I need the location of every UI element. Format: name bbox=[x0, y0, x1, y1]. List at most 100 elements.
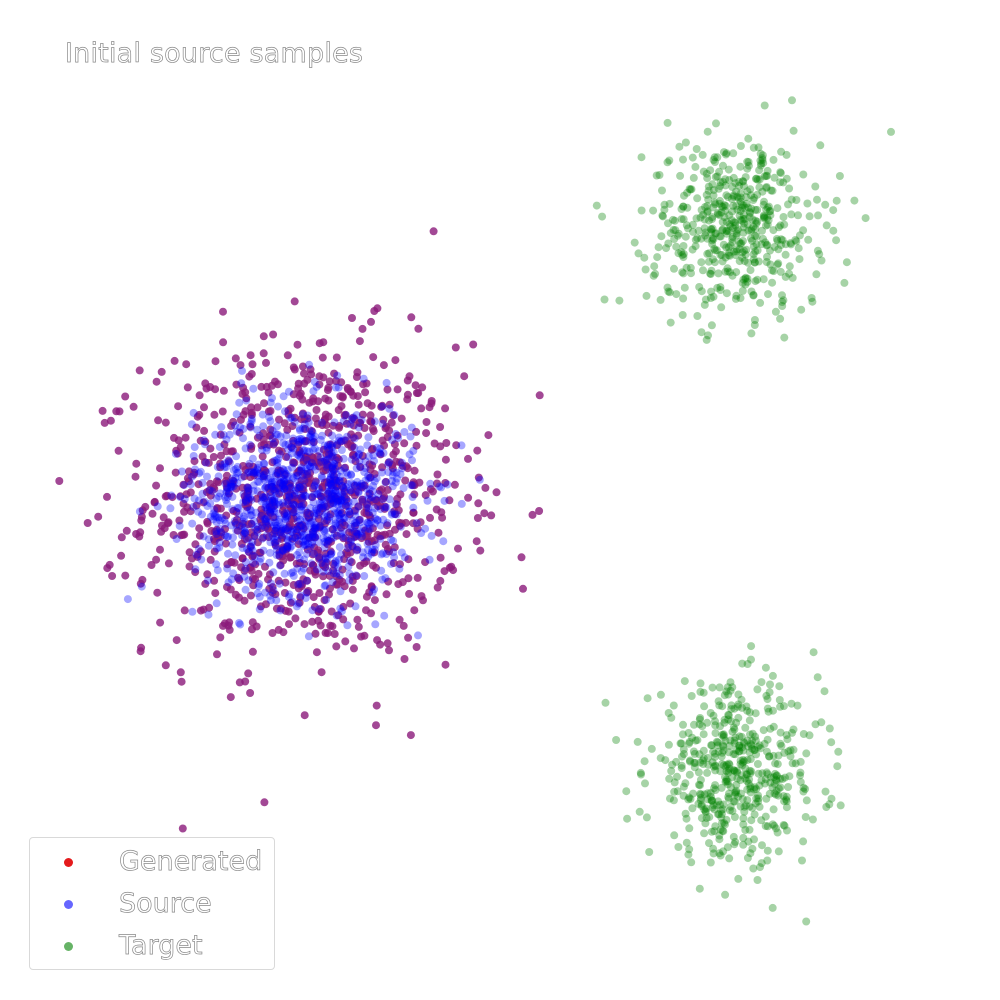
generated-point bbox=[349, 421, 358, 430]
source-point bbox=[255, 557, 264, 566]
generated-point bbox=[417, 404, 426, 413]
generated-point bbox=[191, 568, 200, 577]
target-point bbox=[722, 777, 731, 786]
target-point bbox=[754, 257, 763, 266]
source-point bbox=[306, 519, 315, 528]
generated-point bbox=[310, 543, 319, 552]
target-point bbox=[699, 210, 708, 219]
target-point bbox=[696, 714, 705, 722]
target-point bbox=[743, 274, 752, 283]
target-point bbox=[706, 789, 715, 797]
generated-point bbox=[410, 490, 419, 499]
target-point bbox=[712, 801, 721, 810]
target-point bbox=[708, 758, 717, 767]
target-point bbox=[722, 229, 731, 238]
generated-point bbox=[192, 501, 201, 510]
source-point bbox=[364, 474, 373, 483]
source-point bbox=[457, 499, 466, 508]
target-point bbox=[722, 767, 731, 776]
generated-point bbox=[480, 509, 489, 518]
source-point bbox=[304, 509, 313, 518]
target-point bbox=[777, 147, 786, 156]
generated-point bbox=[228, 480, 237, 489]
generated-point bbox=[289, 436, 298, 445]
generated-point bbox=[460, 372, 469, 381]
source-point bbox=[306, 462, 315, 471]
target-point bbox=[772, 772, 781, 780]
target-point bbox=[737, 200, 746, 209]
source-point bbox=[239, 424, 248, 433]
generated-point bbox=[346, 599, 355, 608]
target-point bbox=[735, 743, 744, 752]
generated-point bbox=[308, 493, 317, 502]
generated-point bbox=[362, 557, 371, 566]
source-point bbox=[338, 490, 347, 499]
source-point bbox=[232, 410, 241, 419]
target-point bbox=[726, 802, 735, 811]
target-point bbox=[740, 219, 748, 228]
target-point bbox=[780, 821, 789, 830]
source-point bbox=[328, 443, 336, 452]
generated-point bbox=[330, 630, 339, 638]
target-point bbox=[718, 257, 727, 266]
generated-point bbox=[193, 550, 202, 559]
source-point bbox=[249, 481, 258, 490]
source-point bbox=[263, 506, 272, 515]
generated-point bbox=[325, 494, 334, 503]
source-point bbox=[324, 450, 333, 459]
generated-point bbox=[324, 428, 333, 437]
source-point bbox=[281, 407, 289, 416]
source-point bbox=[256, 554, 265, 563]
source-point bbox=[328, 465, 337, 473]
generated-point bbox=[259, 349, 268, 358]
source-point bbox=[209, 509, 218, 518]
target-point bbox=[742, 193, 751, 202]
target-point bbox=[706, 270, 715, 278]
generated-point bbox=[289, 458, 298, 467]
generated-point bbox=[377, 485, 386, 494]
target-point bbox=[730, 813, 739, 821]
target-point bbox=[725, 764, 734, 773]
source-point bbox=[264, 519, 273, 528]
target-point bbox=[739, 201, 748, 210]
generated-point bbox=[248, 360, 257, 369]
generated-point bbox=[405, 372, 414, 381]
target-point bbox=[731, 179, 740, 188]
generated-point bbox=[364, 537, 373, 546]
target-point bbox=[729, 173, 738, 182]
source-point bbox=[385, 495, 394, 504]
target-point bbox=[741, 774, 749, 783]
source-point bbox=[307, 438, 316, 447]
target-point bbox=[709, 191, 718, 200]
source-point bbox=[320, 517, 329, 526]
target-point bbox=[740, 203, 749, 212]
target-point bbox=[691, 736, 700, 745]
target-point bbox=[745, 716, 754, 725]
source-point bbox=[321, 560, 330, 569]
target-point bbox=[679, 720, 687, 729]
target-point bbox=[807, 294, 816, 302]
target-point bbox=[739, 755, 748, 764]
legend-item-source: Source bbox=[30, 884, 274, 924]
target-point bbox=[711, 173, 720, 181]
source-point bbox=[366, 517, 375, 526]
generated-point bbox=[385, 426, 394, 435]
target-point bbox=[774, 245, 783, 254]
target-point bbox=[753, 760, 762, 768]
target-point bbox=[651, 269, 660, 278]
source-point bbox=[235, 510, 244, 519]
generated-point bbox=[360, 481, 369, 490]
source-point bbox=[304, 632, 313, 641]
target-point bbox=[792, 237, 801, 246]
generated-point bbox=[348, 585, 357, 594]
source-point bbox=[280, 484, 289, 493]
target-point bbox=[730, 766, 739, 775]
target-point bbox=[687, 858, 696, 867]
generated-point bbox=[336, 392, 345, 401]
source-point bbox=[246, 505, 254, 514]
target-point bbox=[724, 251, 733, 260]
target-point bbox=[756, 161, 765, 170]
source-point bbox=[310, 377, 319, 386]
generated-point bbox=[269, 330, 278, 339]
generated-point bbox=[349, 433, 358, 442]
